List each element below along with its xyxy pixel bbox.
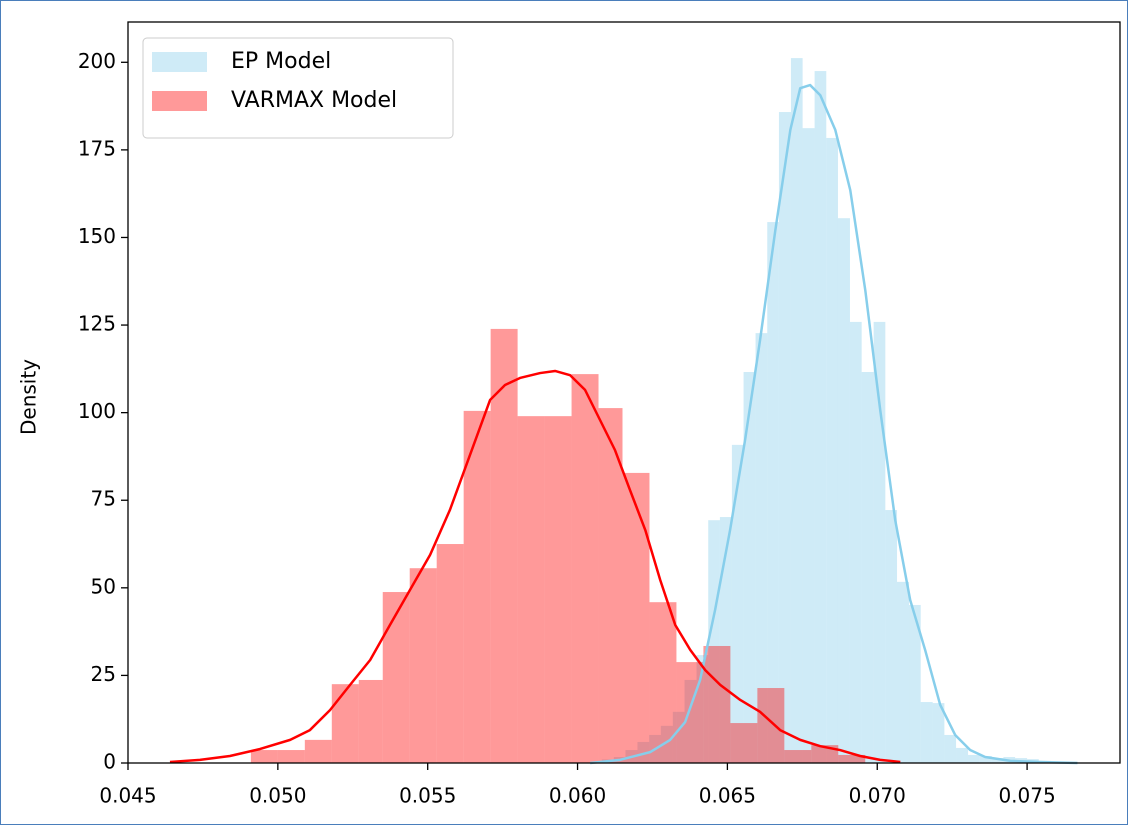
y-tick-label: 150 xyxy=(78,224,116,248)
kde-line xyxy=(169,369,901,764)
histogram-bar xyxy=(517,416,545,763)
histogram-bar xyxy=(920,702,933,763)
histogram-bar xyxy=(719,517,732,763)
histogram-bar xyxy=(637,741,650,763)
plot-area xyxy=(169,58,1078,765)
y-tick-label: 50 xyxy=(91,574,116,598)
histogram-bar xyxy=(304,739,332,763)
histogram-bar xyxy=(909,604,921,763)
histogram-bar xyxy=(849,321,862,763)
histogram-bar xyxy=(660,725,673,763)
x-tick-label: 0.060 xyxy=(549,784,606,808)
histogram-bar xyxy=(861,372,874,763)
histogram-bar xyxy=(696,655,709,763)
histogram-bar xyxy=(814,71,827,764)
histogram-bar xyxy=(382,592,410,763)
histogram-bar xyxy=(837,218,850,763)
histogram-bar xyxy=(873,321,886,763)
histogram-bar xyxy=(672,711,685,763)
histogram-bar xyxy=(703,645,731,763)
legend-swatch xyxy=(152,52,207,72)
legend: EP Model VARMAX Model xyxy=(142,37,454,139)
histogram-bar xyxy=(463,410,491,763)
histogram-bar xyxy=(979,755,992,763)
histogram-bar xyxy=(790,58,803,763)
x-tick-label: 0.045 xyxy=(99,784,156,808)
histogram-bar xyxy=(991,758,1004,763)
y-tick-label: 0 xyxy=(103,750,116,774)
histogram-bar xyxy=(676,662,704,763)
histogram-bar xyxy=(956,747,969,763)
histogram-bar xyxy=(490,328,518,763)
histogram-bar xyxy=(838,754,866,763)
histogram-bar xyxy=(331,684,359,763)
histogram-bar xyxy=(571,374,599,763)
histogram-bar xyxy=(968,754,980,763)
histogram-bar xyxy=(622,472,650,763)
y-tick-label: 25 xyxy=(91,662,116,686)
histogram-bar xyxy=(755,333,768,763)
histogram-bar xyxy=(731,444,744,763)
histogram-bar xyxy=(944,734,957,763)
y-tick-label: 125 xyxy=(78,312,116,336)
x-tick-label: 0.075 xyxy=(998,784,1055,808)
histogram-bar xyxy=(802,128,815,763)
histogram-bar xyxy=(784,750,812,763)
y-tick-label: 100 xyxy=(78,399,116,423)
y-tick-label: 75 xyxy=(91,487,116,511)
y-tick-label: 175 xyxy=(78,136,116,160)
histogram-bar xyxy=(250,750,278,763)
histogram-bar xyxy=(436,544,464,763)
kde-line xyxy=(589,83,1078,765)
histogram-bar xyxy=(544,416,572,763)
histogram-bar xyxy=(684,679,697,763)
histogram-bar xyxy=(885,510,898,763)
legend-label: EP Model xyxy=(231,49,331,74)
histogram-bar xyxy=(767,222,779,763)
histogram-bar xyxy=(778,112,791,763)
x-tick-label: 0.050 xyxy=(249,784,306,808)
histogram-bar xyxy=(730,723,758,763)
histogram-bar xyxy=(277,750,305,763)
y-axis-label: Density xyxy=(17,359,41,435)
x-tick-label: 0.055 xyxy=(399,784,456,808)
histogram-bar xyxy=(409,568,437,763)
x-tick-label: 0.065 xyxy=(699,784,756,808)
histogram-bar xyxy=(757,688,785,763)
histogram-bar xyxy=(708,520,720,763)
legend-label: VARMAX Model xyxy=(231,88,397,113)
histogram-bar xyxy=(598,408,623,763)
histogram-bar xyxy=(358,679,383,763)
legend-box xyxy=(142,37,454,139)
axes-frame xyxy=(127,21,1121,764)
histogram-bar xyxy=(897,581,910,763)
x-tick-label: 0.070 xyxy=(849,784,906,808)
histogram-bar xyxy=(932,703,945,763)
histogram-bar xyxy=(826,137,838,763)
histogram-bar xyxy=(743,372,756,763)
y-tick-label: 200 xyxy=(78,49,116,73)
legend-swatch xyxy=(152,91,207,111)
